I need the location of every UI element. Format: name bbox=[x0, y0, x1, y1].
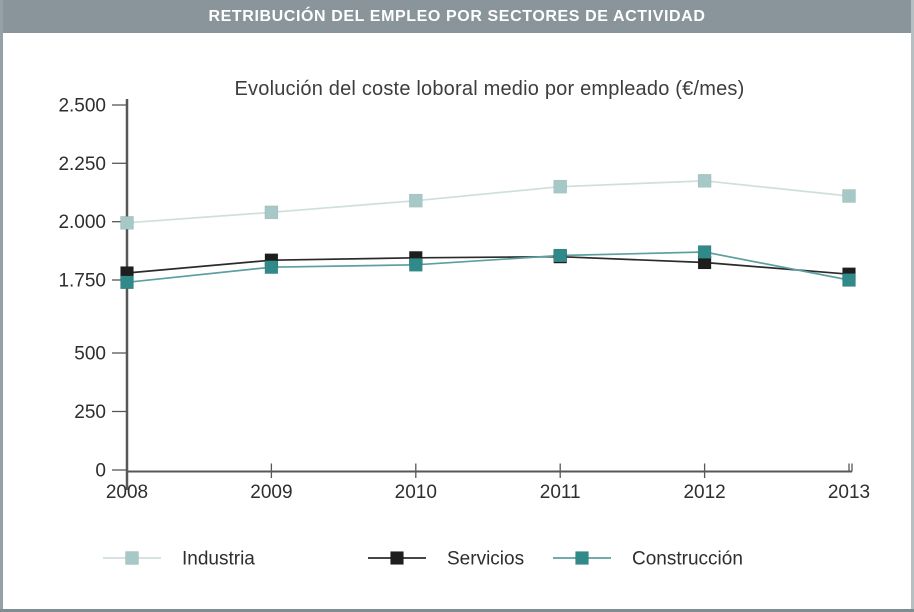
data-point-construcción-2012 bbox=[697, 245, 712, 259]
series-line-construcción bbox=[126, 251, 850, 284]
data-point-industria-2008 bbox=[120, 216, 134, 230]
data-point-industria-2010 bbox=[409, 193, 423, 208]
data-point-industria-2013 bbox=[842, 189, 856, 203]
y-axis-tick-label: 0 bbox=[95, 461, 106, 482]
y-axis-tick-label: 2.500 bbox=[58, 96, 106, 117]
data-point-construcción-2008 bbox=[120, 275, 134, 290]
y-axis-tick-label: 1.750 bbox=[58, 271, 106, 292]
data-point-industria-2011 bbox=[553, 179, 567, 194]
figure-header-bar: RETRIBUCIÓN DEL EMPLEO POR SECTORES DE A… bbox=[0, 0, 914, 33]
x-axis-year-label: 2011 bbox=[540, 482, 581, 503]
x-axis-year-label: 2010 bbox=[395, 482, 437, 503]
page-border-left bbox=[0, 0, 3, 612]
series-line-servicios bbox=[126, 255, 850, 276]
x-axis-year-label: 2012 bbox=[683, 482, 725, 503]
legend-swatch-servicios bbox=[390, 551, 404, 565]
y-axis-tick-label: 2.250 bbox=[58, 154, 106, 175]
chart-title: Evolución del coste loboral medio por em… bbox=[234, 78, 745, 100]
y-axis-tick-label: 2.000 bbox=[58, 212, 106, 233]
y-axis-tick-label: 500 bbox=[74, 344, 106, 365]
figure-header-title: RETRIBUCIÓN DEL EMPLEO POR SECTORES DE A… bbox=[208, 7, 706, 25]
data-point-construcción-2010 bbox=[409, 258, 423, 272]
legend-swatch-construcción bbox=[575, 551, 589, 565]
data-point-construcción-2011 bbox=[553, 248, 567, 263]
x-axis-year-label: 2008 bbox=[106, 482, 148, 503]
legend-label-industria: Industria bbox=[182, 549, 255, 570]
data-point-construcción-2013 bbox=[842, 273, 856, 287]
data-point-industria-2009 bbox=[264, 205, 279, 220]
x-axis-year-label: 2013 bbox=[828, 482, 870, 503]
page-border-bottom bbox=[0, 609, 914, 612]
legend-swatch-industria bbox=[125, 551, 139, 565]
y-axis-tick-label: 250 bbox=[74, 402, 106, 423]
legend-label-servicios: Servicios bbox=[447, 549, 524, 570]
legend-label-construcción: Construcción bbox=[632, 549, 743, 570]
page-border-right bbox=[911, 0, 914, 612]
data-point-construcción-2009 bbox=[264, 260, 279, 274]
series-line-industria bbox=[126, 179, 850, 224]
data-point-industria-2012 bbox=[697, 174, 712, 188]
x-axis-year-label: 2009 bbox=[250, 482, 292, 503]
